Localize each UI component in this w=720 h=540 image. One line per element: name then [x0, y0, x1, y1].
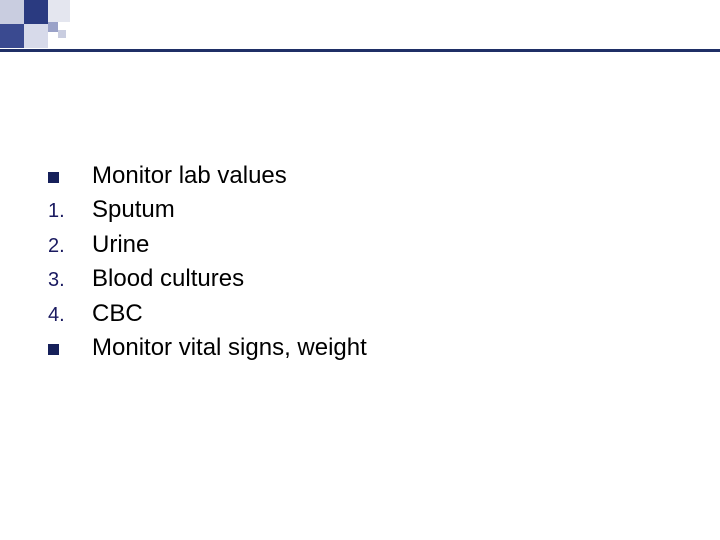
list-item: Monitor vital signs, weight — [48, 332, 367, 364]
corner-decor — [0, 0, 90, 50]
decor-square — [48, 0, 70, 22]
list-item: 2. Urine — [48, 229, 367, 261]
list-number: 1. — [48, 198, 65, 225]
slide: Monitor lab values 1. Sputum 2. Urine 3. Blood… — [0, 0, 720, 540]
list-item: Monitor lab values — [48, 160, 367, 192]
list-item: 3. Blood cultures — [48, 263, 367, 295]
list-text: Blood cultures — [92, 263, 244, 295]
list-number: 4. — [48, 302, 65, 329]
decor-square — [24, 0, 48, 24]
list-text: Sputum — [92, 194, 175, 226]
list-text: CBC — [92, 298, 143, 330]
list-item: 1. Sputum — [48, 194, 367, 226]
decor-square — [58, 30, 66, 38]
list-text: Monitor lab values — [92, 160, 287, 192]
list-marker: 3. — [48, 267, 92, 294]
list-text: Monitor vital signs, weight — [92, 332, 367, 364]
list-marker: 4. — [48, 302, 92, 329]
list-number: 3. — [48, 267, 65, 294]
list-marker: 2. — [48, 233, 92, 260]
decor-square — [0, 24, 24, 48]
list-number: 2. — [48, 233, 65, 260]
bullet-icon — [48, 344, 59, 355]
list-item: 4. CBC — [48, 298, 367, 330]
decor-square — [0, 0, 24, 24]
bullet-icon — [48, 172, 59, 183]
list-marker — [48, 339, 92, 355]
list-marker — [48, 167, 92, 183]
decor-square — [48, 22, 58, 32]
top-border — [0, 49, 720, 52]
slide-content: Monitor lab values 1. Sputum 2. Urine 3. Blood… — [48, 160, 367, 366]
decor-square — [24, 24, 48, 48]
list-text: Urine — [92, 229, 149, 261]
list-marker: 1. — [48, 198, 92, 225]
